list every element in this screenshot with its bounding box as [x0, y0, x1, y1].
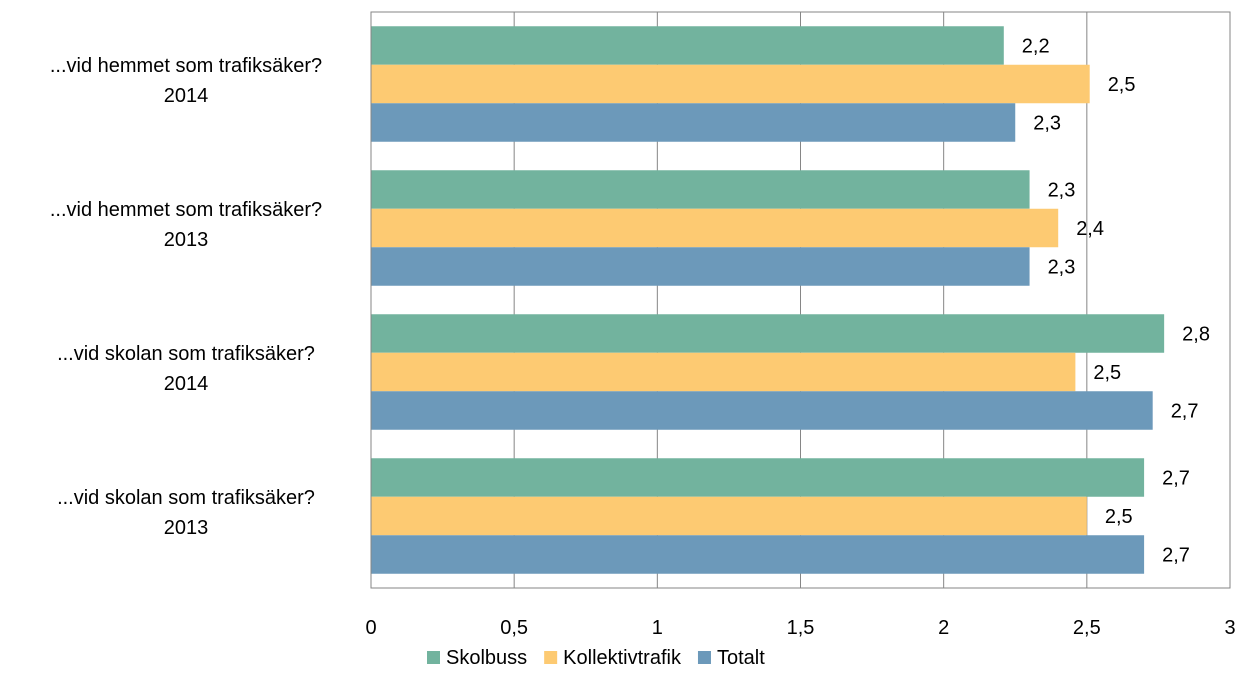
- bars: [371, 26, 1165, 574]
- data-label: 2,3: [1048, 180, 1076, 202]
- legend-swatch-totalt: [697, 651, 711, 664]
- x-tick-label: 1,5: [787, 617, 815, 639]
- legend-label: Kollektivtrafik: [563, 647, 682, 669]
- category-label: ...vid hemmet som trafiksäker?: [50, 55, 322, 77]
- data-label: 2,7: [1162, 468, 1190, 490]
- x-tick-label: 0: [365, 617, 376, 639]
- x-tick-label: 2: [938, 617, 949, 639]
- legend-label: Totalt: [717, 647, 765, 669]
- bar-skolbuss: [371, 314, 1165, 353]
- bar-kollektivtrafik: [371, 496, 1087, 536]
- bar-skolbuss: [371, 458, 1145, 497]
- bar-skolbuss: [371, 170, 1030, 209]
- data-labels: 2,22,52,32,32,42,32,82,52,72,72,52,7: [1022, 36, 1210, 567]
- data-label: 2,7: [1171, 401, 1199, 423]
- x-tick-label: 1: [652, 617, 663, 639]
- data-label: 2,5: [1093, 362, 1121, 384]
- category-year-label: 2013: [164, 517, 209, 539]
- bar-totalt: [371, 247, 1030, 286]
- data-label: 2,3: [1033, 113, 1061, 135]
- x-axis-tick-labels: 0 0,5 1 1,5 2 2,5 3: [365, 617, 1235, 639]
- category-label: ...vid hemmet som trafiksäker?: [50, 199, 322, 221]
- bar-kollektivtrafik: [371, 64, 1090, 104]
- category-labels: ...vid hemmet som trafiksäker? 2014 ...vid…: [50, 55, 322, 539]
- x-tick-label: 3: [1224, 617, 1235, 639]
- data-label: 2,8: [1182, 324, 1210, 346]
- data-label: 2,2: [1022, 36, 1050, 58]
- category-label: ...vid skolan som trafiksäker?: [57, 487, 315, 509]
- bar-skolbuss: [371, 26, 1004, 65]
- category-year-label: 2014: [164, 373, 209, 395]
- legend-swatch-kollektivtrafik: [544, 651, 558, 664]
- data-label: 2,3: [1048, 257, 1076, 279]
- data-label: 2,5: [1105, 506, 1133, 528]
- x-tick-label: 0,5: [500, 617, 528, 639]
- legend: Skolbuss Kollektivtrafik Totalt: [427, 647, 765, 669]
- data-label: 2,5: [1108, 74, 1136, 96]
- data-label: 2,4: [1076, 218, 1104, 240]
- category-label: ...vid skolan som trafiksäker?: [57, 343, 315, 365]
- bar-totalt: [371, 535, 1145, 574]
- bar-totalt: [371, 391, 1153, 430]
- data-label: 2,7: [1162, 545, 1190, 567]
- category-year-label: 2013: [164, 229, 209, 251]
- x-tick-label: 2,5: [1073, 617, 1101, 639]
- plot-area-border: [370, 11, 1231, 589]
- legend-label: Skolbuss: [446, 647, 527, 669]
- bar-kollektivtrafik: [371, 352, 1076, 392]
- category-year-label: 2014: [164, 85, 209, 107]
- legend-swatch-skolbuss: [427, 651, 440, 664]
- bar-kollektivtrafik: [371, 208, 1059, 248]
- bar-totalt: [371, 103, 1016, 142]
